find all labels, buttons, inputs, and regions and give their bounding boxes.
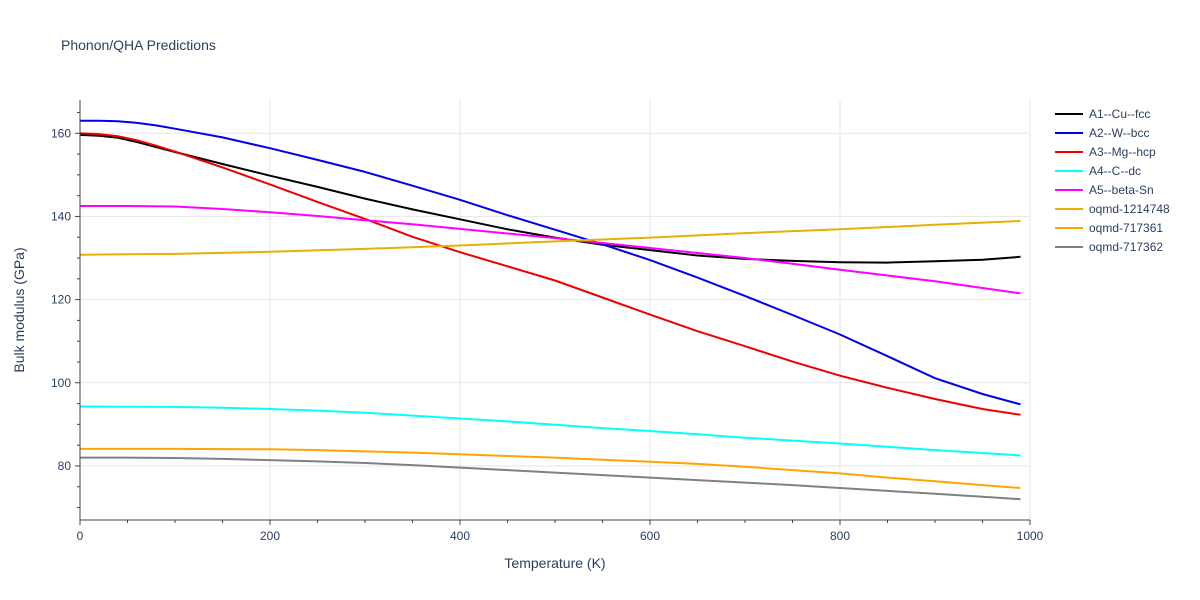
series-line-a1-cu-fcc — [79, 133, 1021, 264]
legend-item[interactable]: oqmd-1214748 — [1055, 202, 1170, 216]
y-axis-label: Bulk modulus (GPa) — [11, 247, 27, 372]
y-tick-label: 80 — [58, 459, 72, 473]
legend-item[interactable]: A5--beta-Sn — [1055, 183, 1154, 197]
y-tick-labels: 80 100 120 140 160 — [51, 126, 71, 473]
x-tick-label: 200 — [260, 529, 280, 543]
series-lines — [79, 119, 1021, 501]
series-line-a5-beta-sn — [80, 205, 1021, 295]
legend[interactable]: A1--Cu--fcc A2--W--bcc A3--Mg--hcp A4--C--d… — [1055, 107, 1170, 254]
legend-label: A4--C--dc — [1089, 164, 1141, 178]
series-line-oqmd-717361 — [80, 447, 1021, 489]
x-tick-label: 800 — [830, 529, 850, 543]
x-tick-label: 600 — [640, 529, 660, 543]
legend-item[interactable]: oqmd-717361 — [1055, 221, 1163, 235]
series-line-oqmd-717362 — [80, 456, 1021, 501]
x-tick-label: 0 — [77, 529, 84, 543]
legend-item[interactable]: A2--W--bcc — [1055, 126, 1149, 140]
legend-label: A1--Cu--fcc — [1089, 107, 1150, 121]
series-line-a4-c-dc — [79, 405, 1021, 457]
y-tick-label: 100 — [51, 376, 71, 390]
y-tick-label: 120 — [51, 293, 71, 307]
legend-label: A3--Mg--hcp — [1089, 145, 1156, 159]
legend-label: oqmd-1214748 — [1089, 202, 1170, 216]
series-line-a3-mg-hcp — [79, 132, 1021, 416]
chart-title: Phonon/QHA Predictions — [61, 37, 216, 53]
x-tick-labels: 0 200 400 600 800 1000 — [77, 529, 1044, 543]
legend-item[interactable]: A1--Cu--fcc — [1055, 107, 1150, 121]
x-tick-label: 1000 — [1017, 529, 1044, 543]
x-tick-label: 400 — [450, 529, 470, 543]
x-axis-label: Temperature (K) — [504, 555, 605, 571]
legend-label: A5--beta-Sn — [1089, 183, 1154, 197]
legend-item[interactable]: A4--C--dc — [1055, 164, 1141, 178]
y-tick-label: 160 — [51, 126, 71, 140]
legend-item[interactable]: oqmd-717362 — [1055, 240, 1163, 254]
legend-item[interactable]: A3--Mg--hcp — [1055, 145, 1156, 159]
series-line-oqmd-1214748 — [79, 220, 1021, 256]
series-line-a2-w-bcc — [80, 119, 1021, 406]
grid — [79, 100, 1031, 520]
axes — [75, 100, 1031, 525]
legend-label: A2--W--bcc — [1089, 126, 1149, 140]
legend-label: oqmd-717362 — [1089, 240, 1163, 254]
legend-label: oqmd-717361 — [1089, 221, 1163, 235]
y-tick-label: 140 — [51, 209, 71, 223]
